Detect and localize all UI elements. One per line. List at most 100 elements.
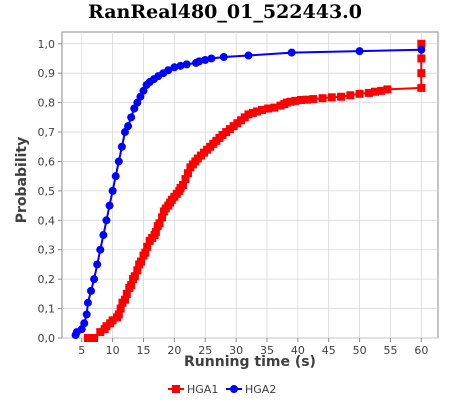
data-point-hga2 bbox=[287, 48, 296, 57]
grid-lines bbox=[62, 32, 438, 339]
series-hga1 bbox=[83, 39, 426, 342]
y-axis-ticks: 0,0 0,1 0,2 0,3 0,4 0,5 0,6 0,7 0,8 0,9 1,0 bbox=[38, 38, 62, 345]
x-tick-label: 50 bbox=[353, 344, 367, 357]
x-tick-label: 5 bbox=[78, 344, 85, 357]
data-point-hga2 bbox=[127, 113, 136, 122]
plot-area bbox=[61, 31, 439, 339]
data-point-hga2 bbox=[93, 260, 102, 269]
y-tick-label: 0,3 bbox=[38, 244, 56, 257]
data-point-hga1 bbox=[309, 95, 318, 104]
data-point-hga2 bbox=[244, 51, 253, 60]
data-point-hga2 bbox=[182, 60, 191, 69]
legend-item-hga1: HGA1 bbox=[168, 383, 218, 396]
x-tick-label: 15 bbox=[136, 344, 150, 357]
data-point-hga1 bbox=[137, 257, 146, 266]
data-point-hga2 bbox=[83, 298, 92, 307]
data-point-hga1 bbox=[296, 95, 305, 104]
x-tick-label: 55 bbox=[383, 344, 397, 357]
data-point-hga1 bbox=[417, 54, 426, 63]
data-point-hga1 bbox=[258, 105, 267, 114]
data-point-hga1 bbox=[264, 104, 273, 113]
data-point-hga2 bbox=[136, 92, 145, 101]
data-point-hga2 bbox=[355, 47, 364, 56]
data-point-hga1 bbox=[291, 96, 300, 105]
y-tick-label: 0,0 bbox=[38, 332, 56, 345]
data-point-hga1 bbox=[303, 95, 312, 104]
data-point-hga1 bbox=[158, 213, 167, 222]
x-tick-label: 40 bbox=[291, 344, 305, 357]
series-hga2 bbox=[71, 45, 426, 340]
x-axis-ticks: 5 10 15 20 25 30 35 40 45 50 55 60 bbox=[78, 338, 428, 357]
y-tick-label: 1,0 bbox=[38, 38, 56, 51]
y-tick-label: 0,6 bbox=[38, 155, 56, 168]
data-point-hga2 bbox=[170, 63, 179, 72]
y-tick-label: 0,8 bbox=[38, 97, 56, 110]
legend: HGA1 HGA2 bbox=[168, 383, 276, 396]
data-point-hga2 bbox=[99, 231, 108, 240]
data-point-hga1 bbox=[90, 334, 99, 342]
data-point-hga2 bbox=[80, 319, 89, 328]
data-point-hga2 bbox=[176, 61, 185, 70]
data-point-hga1 bbox=[120, 295, 129, 304]
data-point-hga1 bbox=[141, 248, 150, 257]
data-point-hga1 bbox=[181, 175, 190, 184]
data-point-hga2 bbox=[105, 201, 114, 210]
data-point-hga1 bbox=[85, 334, 94, 342]
x-axis-title: Running time (s) bbox=[184, 354, 316, 370]
data-point-hga1 bbox=[133, 266, 142, 275]
y-tick-label: 0,5 bbox=[38, 185, 56, 198]
x-tick-label: 25 bbox=[198, 344, 212, 357]
y-tick-label: 0,9 bbox=[38, 67, 56, 80]
data-point-hga2 bbox=[124, 122, 133, 131]
data-point-hga1 bbox=[122, 289, 131, 298]
data-point-hga1 bbox=[244, 110, 253, 119]
data-point-hga2 bbox=[417, 45, 426, 54]
data-point-hga2 bbox=[87, 286, 96, 295]
data-point-hga1 bbox=[253, 107, 262, 116]
data-point-hga2 bbox=[139, 86, 148, 95]
x-tick-label: 10 bbox=[106, 344, 120, 357]
data-point-hga1 bbox=[248, 108, 257, 117]
data-point-hga1 bbox=[371, 87, 380, 96]
data-point-hga1 bbox=[96, 328, 105, 337]
y-tick-label: 0,7 bbox=[38, 126, 56, 139]
data-point-hga1 bbox=[377, 86, 386, 95]
x-tick-label: 35 bbox=[260, 344, 274, 357]
data-point-hga2 bbox=[133, 98, 142, 107]
data-point-hga2 bbox=[120, 128, 129, 137]
data-point-hga2 bbox=[201, 55, 210, 64]
data-point-hga2 bbox=[90, 275, 99, 284]
x-tick-label: 60 bbox=[414, 344, 428, 357]
data-point-hga1 bbox=[179, 181, 188, 189]
data-point-hga2 bbox=[108, 186, 117, 195]
data-point-hga2 bbox=[164, 66, 173, 75]
data-point-hga1 bbox=[183, 169, 192, 178]
data-point-hga2 bbox=[114, 157, 123, 166]
data-point-hga2 bbox=[96, 245, 105, 254]
data-point-hga2 bbox=[195, 57, 204, 66]
data-point-hga1 bbox=[383, 85, 392, 94]
chart-title: RanReal480_01_522443.0 bbox=[88, 1, 362, 23]
legend-label-hga1: HGA1 bbox=[187, 383, 218, 396]
data-point-hga1 bbox=[143, 242, 152, 251]
data-point-hga2 bbox=[219, 53, 228, 62]
data-point-hga1 bbox=[116, 304, 125, 313]
data-point-hga1 bbox=[108, 316, 117, 325]
data-point-hga1 bbox=[270, 103, 279, 112]
data-point-hga1 bbox=[286, 97, 295, 106]
data-point-hga1 bbox=[318, 94, 327, 103]
legend-item-hga2: HGA2 bbox=[226, 383, 276, 396]
data-point-hga1 bbox=[337, 92, 346, 101]
data-point-hga1 bbox=[127, 281, 136, 290]
legend-marker-circle bbox=[230, 385, 238, 393]
data-point-hga1 bbox=[327, 93, 336, 102]
data-point-hga2 bbox=[82, 310, 91, 319]
legend-marker-square bbox=[172, 385, 180, 393]
x-tick-label: 30 bbox=[229, 344, 243, 357]
data-point-hga2 bbox=[102, 216, 111, 225]
data-point-hga1 bbox=[355, 89, 364, 98]
data-point-hga1 bbox=[417, 69, 426, 78]
legend-label-hga2: HGA2 bbox=[245, 383, 276, 396]
data-point-hga2 bbox=[130, 104, 139, 113]
